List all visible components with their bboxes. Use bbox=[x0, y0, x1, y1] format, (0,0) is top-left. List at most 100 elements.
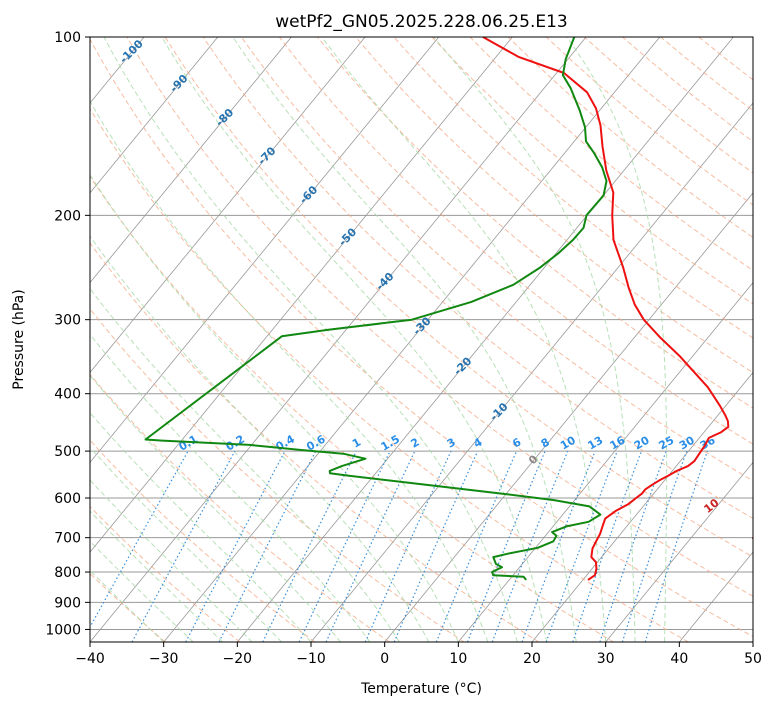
dry-adiabat-line bbox=[90, 175, 614, 642]
mixing-ratio-label: 13 bbox=[585, 434, 605, 453]
moist-adiabat-line bbox=[90, 411, 312, 642]
x-tick-label: 40 bbox=[670, 651, 688, 667]
mixing-ratio-line bbox=[364, 450, 452, 642]
isotherm-line bbox=[457, 281, 753, 642]
y-tick-label: 200 bbox=[54, 208, 81, 224]
isotherm-label: -60 bbox=[297, 183, 320, 206]
dry-adiabat-line bbox=[202, 37, 753, 520]
dry-adiabat-line bbox=[317, 37, 753, 409]
dry-adiabat-line bbox=[660, 37, 753, 112]
isotherm-line bbox=[605, 461, 753, 642]
isotherm-label: -80 bbox=[213, 106, 236, 129]
mixing-ratio-line bbox=[521, 450, 596, 642]
mixing-ratio-line bbox=[393, 450, 479, 642]
dry-adiabat-line bbox=[240, 37, 753, 482]
isotherm-line bbox=[236, 37, 734, 642]
x-tick-label: 30 bbox=[597, 651, 615, 667]
moist-adiabat-line bbox=[566, 37, 668, 642]
moist-adiabat-line bbox=[103, 37, 518, 642]
mixing-ratio-label: 25 bbox=[657, 434, 677, 453]
mixing-ratio-line bbox=[599, 450, 667, 642]
mixing-ratio-label: 0.4 bbox=[273, 432, 297, 453]
dry-adiabat-line bbox=[90, 439, 316, 642]
y-tick-label: 700 bbox=[54, 531, 81, 547]
y-axis: 100 200 300 400 500 600 700 800 900 1000 bbox=[45, 30, 90, 638]
y-axis-label: Pressure (hPa) bbox=[11, 289, 27, 389]
mixing-ratio-label: 20 bbox=[632, 433, 652, 452]
isotherm-line bbox=[384, 192, 753, 642]
isotherm-line bbox=[90, 37, 587, 642]
mixing-ratio-line bbox=[185, 450, 286, 642]
moist-adiabat-line bbox=[90, 479, 253, 642]
y-tick-label: 600 bbox=[54, 491, 81, 507]
sounding-traces bbox=[144, 37, 730, 581]
mixing-ratio-line bbox=[491, 450, 569, 642]
isotherm-label: -20 bbox=[451, 354, 474, 377]
x-axis: −40 −30 −20 −10 0 10 20 30 40 50 bbox=[75, 642, 762, 667]
mixing-ratio-line bbox=[218, 450, 317, 642]
dewpoint-trace bbox=[144, 37, 608, 581]
x-axis-label: Temperature (°C) bbox=[360, 681, 482, 697]
chart-title: wetPf2_GN05.2025.228.06.25.E13 bbox=[275, 12, 567, 32]
moist-adiabat-line bbox=[321, 37, 607, 642]
mixing-ratio-line bbox=[466, 450, 546, 642]
x-tick-label: −20 bbox=[223, 651, 253, 667]
background-lines bbox=[90, 37, 753, 642]
x-tick-label: −30 bbox=[149, 651, 179, 667]
y-tick-label: 900 bbox=[54, 595, 81, 611]
temperature-trace bbox=[482, 37, 730, 581]
x-tick-label: 10 bbox=[449, 651, 467, 667]
moist-adiabat-line bbox=[90, 100, 489, 642]
dry-adiabat-line bbox=[622, 37, 753, 143]
y-tick-label: 300 bbox=[54, 313, 81, 329]
x-tick-label: 50 bbox=[744, 651, 762, 667]
dry-adiabat-line bbox=[431, 37, 753, 305]
dry-adiabat-label: 10 bbox=[701, 496, 721, 516]
moist-adiabat-line bbox=[433, 37, 636, 642]
dry-adiabat-line bbox=[126, 37, 753, 597]
mixing-ratio-line bbox=[435, 450, 518, 642]
y-tick-label: 400 bbox=[54, 387, 81, 403]
dry-adiabat-line bbox=[90, 242, 540, 642]
isotherm-label: -50 bbox=[336, 225, 359, 248]
dry-adiabat-line bbox=[164, 37, 753, 558]
moist-adiabat-line bbox=[90, 569, 165, 642]
mixing-ratio-label: 2 bbox=[409, 436, 422, 451]
moist-adiabat-line bbox=[90, 333, 371, 642]
dry-adiabat-line bbox=[698, 37, 753, 81]
isotherm-line bbox=[752, 641, 753, 642]
mixing-ratio-line bbox=[644, 450, 708, 642]
mixing-ratio-line bbox=[90, 450, 189, 629]
moist-adiabat-line bbox=[232, 37, 577, 642]
x-tick-label: 20 bbox=[523, 651, 541, 667]
mixing-ratio-line bbox=[545, 450, 618, 642]
isotherm-line bbox=[531, 371, 753, 642]
moist-adiabat-line bbox=[90, 374, 341, 642]
isotherm-line bbox=[90, 37, 219, 194]
mixing-ratio-line bbox=[621, 450, 688, 642]
isotherm-label: -30 bbox=[410, 314, 433, 337]
isotherm-label: -40 bbox=[373, 270, 396, 293]
dry-adiabat-line bbox=[90, 107, 689, 642]
y-tick-label: 100 bbox=[54, 30, 81, 46]
line-labels: 0.1 0.2 0.4 0.6 1 1.5 2 3 4 6 8 10 13 16 20 25 30 36-100-… bbox=[117, 37, 770, 547]
dry-adiabat-line bbox=[90, 373, 390, 642]
isotherm-line bbox=[90, 37, 292, 284]
mixing-ratio-label: 10 bbox=[558, 433, 578, 452]
isotherm-line bbox=[90, 37, 440, 463]
dry-adiabat-line bbox=[90, 308, 465, 642]
moist-adiabat-line bbox=[90, 174, 459, 642]
moist-adiabat-line bbox=[90, 287, 400, 642]
mixing-ratio-label: 4 bbox=[471, 435, 484, 450]
isotherm-label: -70 bbox=[255, 144, 278, 167]
dry-adiabat-label: 20 bbox=[750, 527, 770, 547]
moist-adiabat-line bbox=[90, 446, 282, 642]
dry-adiabat-line bbox=[545, 37, 753, 206]
isotherm-line bbox=[678, 551, 753, 642]
isotherm-line bbox=[310, 102, 753, 642]
mixing-ratio-line bbox=[572, 450, 643, 642]
dry-adiabat-line bbox=[90, 505, 241, 642]
moist-adiabat-line bbox=[90, 510, 223, 642]
y-tick-label: 500 bbox=[54, 444, 81, 460]
